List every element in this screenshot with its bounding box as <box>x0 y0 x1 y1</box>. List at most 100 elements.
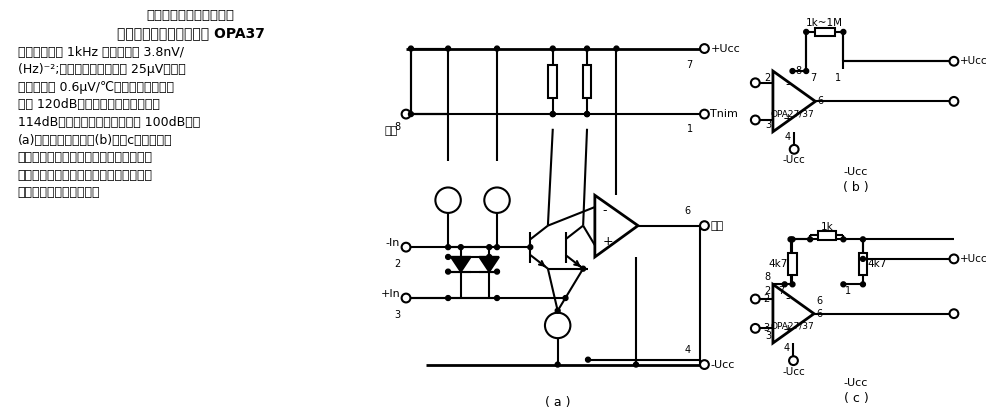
Circle shape <box>790 282 795 287</box>
Circle shape <box>458 245 463 250</box>
Circle shape <box>782 282 787 287</box>
Circle shape <box>841 29 846 34</box>
Circle shape <box>950 97 958 106</box>
Text: -: - <box>786 78 790 91</box>
Circle shape <box>586 357 591 362</box>
Text: 6: 6 <box>816 308 822 319</box>
Circle shape <box>700 44 709 53</box>
Text: 6: 6 <box>817 97 823 106</box>
Text: -: - <box>602 204 607 217</box>
Circle shape <box>702 223 707 228</box>
Text: 3: 3 <box>765 120 771 130</box>
Text: -Ucc: -Ucc <box>844 378 869 388</box>
Text: (Hz)⁻²;低失调电压，不大于 25μV；低漂: (Hz)⁻²;低失调电压，不大于 25μV；低漂 <box>18 63 185 76</box>
Text: 4: 4 <box>784 343 790 353</box>
Bar <box>817 231 836 240</box>
Circle shape <box>790 237 795 242</box>
Text: 7: 7 <box>686 60 693 70</box>
Text: 8: 8 <box>795 66 802 76</box>
Circle shape <box>581 266 586 271</box>
Text: 3: 3 <box>394 310 400 320</box>
Circle shape <box>634 362 639 367</box>
Text: 调零: 调零 <box>385 126 398 136</box>
Circle shape <box>700 360 709 369</box>
Circle shape <box>487 245 492 250</box>
Text: 零方法。应用：专业级音响设备、精密仪: 零方法。应用：专业级音响设备、精密仪 <box>18 151 153 164</box>
Circle shape <box>788 237 793 242</box>
Text: 7: 7 <box>778 286 784 296</box>
Circle shape <box>555 308 560 313</box>
Text: +Ucc: +Ucc <box>959 56 986 66</box>
Text: 4k7: 4k7 <box>768 259 788 269</box>
Circle shape <box>585 46 590 51</box>
Circle shape <box>408 46 413 51</box>
Text: -Ucc: -Ucc <box>783 155 806 165</box>
Bar <box>583 65 592 98</box>
Text: ( a ): ( a ) <box>545 396 571 409</box>
Text: 4: 4 <box>784 132 790 142</box>
Circle shape <box>861 257 866 261</box>
Circle shape <box>861 282 866 287</box>
Circle shape <box>700 110 709 118</box>
Text: OPA27/37: OPA27/37 <box>771 321 814 331</box>
Text: 2: 2 <box>394 259 400 269</box>
Circle shape <box>808 237 812 242</box>
Text: 小于 120dB；高共模抑制比，不小于: 小于 120dB；高共模抑制比，不小于 <box>18 99 160 112</box>
Text: ( b ): ( b ) <box>843 181 869 194</box>
Text: 2: 2 <box>765 286 771 296</box>
Text: +: + <box>602 235 613 248</box>
Circle shape <box>408 112 413 117</box>
Circle shape <box>751 115 760 125</box>
Circle shape <box>950 255 958 263</box>
Circle shape <box>484 188 510 213</box>
Bar <box>859 253 868 275</box>
Circle shape <box>585 112 590 117</box>
Text: +Ucc: +Ucc <box>710 43 740 54</box>
Circle shape <box>585 112 590 117</box>
Text: 114dB；高电源抑制比，不小于 100dB。图: 114dB；高电源抑制比，不小于 100dB。图 <box>18 116 200 129</box>
Text: ( c ): ( c ) <box>844 392 869 405</box>
Circle shape <box>487 255 492 260</box>
Circle shape <box>401 243 410 252</box>
Text: -Ucc: -Ucc <box>782 367 805 377</box>
Text: -: - <box>786 291 790 305</box>
Circle shape <box>446 255 451 260</box>
Circle shape <box>436 188 460 213</box>
Text: 6: 6 <box>816 296 822 306</box>
Circle shape <box>789 356 798 365</box>
Text: Tnim: Tnim <box>710 109 739 119</box>
Circle shape <box>495 269 500 274</box>
Text: 8: 8 <box>765 273 771 283</box>
Circle shape <box>790 145 799 154</box>
Circle shape <box>545 313 570 338</box>
Circle shape <box>563 296 568 301</box>
Bar <box>814 28 835 36</box>
Circle shape <box>950 57 958 66</box>
Text: 移，不大于 0.6μV/℃；高电压增益，不: 移，不大于 0.6μV/℃；高电压增益，不 <box>18 81 174 94</box>
Circle shape <box>495 245 500 250</box>
Circle shape <box>495 296 500 301</box>
Circle shape <box>495 46 500 51</box>
Text: +: + <box>782 323 793 336</box>
Text: 超低噪声精密运算放大器 OPA37: 超低噪声精密运算放大器 OPA37 <box>117 26 264 40</box>
Text: -Ucc: -Ucc <box>710 359 735 370</box>
Text: 试设备、高能射线仪器。: 试设备、高能射线仪器。 <box>18 186 101 199</box>
Text: OPA27/37: OPA27/37 <box>771 109 814 118</box>
Circle shape <box>950 309 958 318</box>
Text: -Ucc: -Ucc <box>844 167 869 177</box>
Polygon shape <box>451 257 470 272</box>
Text: +Ucc: +Ucc <box>959 254 986 264</box>
Circle shape <box>804 69 809 74</box>
Text: 超低噪声精密运算放大器: 超低噪声精密运算放大器 <box>147 10 235 23</box>
Circle shape <box>614 46 619 51</box>
Circle shape <box>841 282 846 287</box>
Text: 1k: 1k <box>820 222 833 232</box>
Circle shape <box>550 46 555 51</box>
Circle shape <box>550 112 555 117</box>
Circle shape <box>700 221 709 230</box>
Circle shape <box>446 245 451 250</box>
Circle shape <box>751 295 760 303</box>
Text: +: + <box>782 112 793 125</box>
Circle shape <box>790 69 795 74</box>
Text: +In: +In <box>381 289 400 299</box>
